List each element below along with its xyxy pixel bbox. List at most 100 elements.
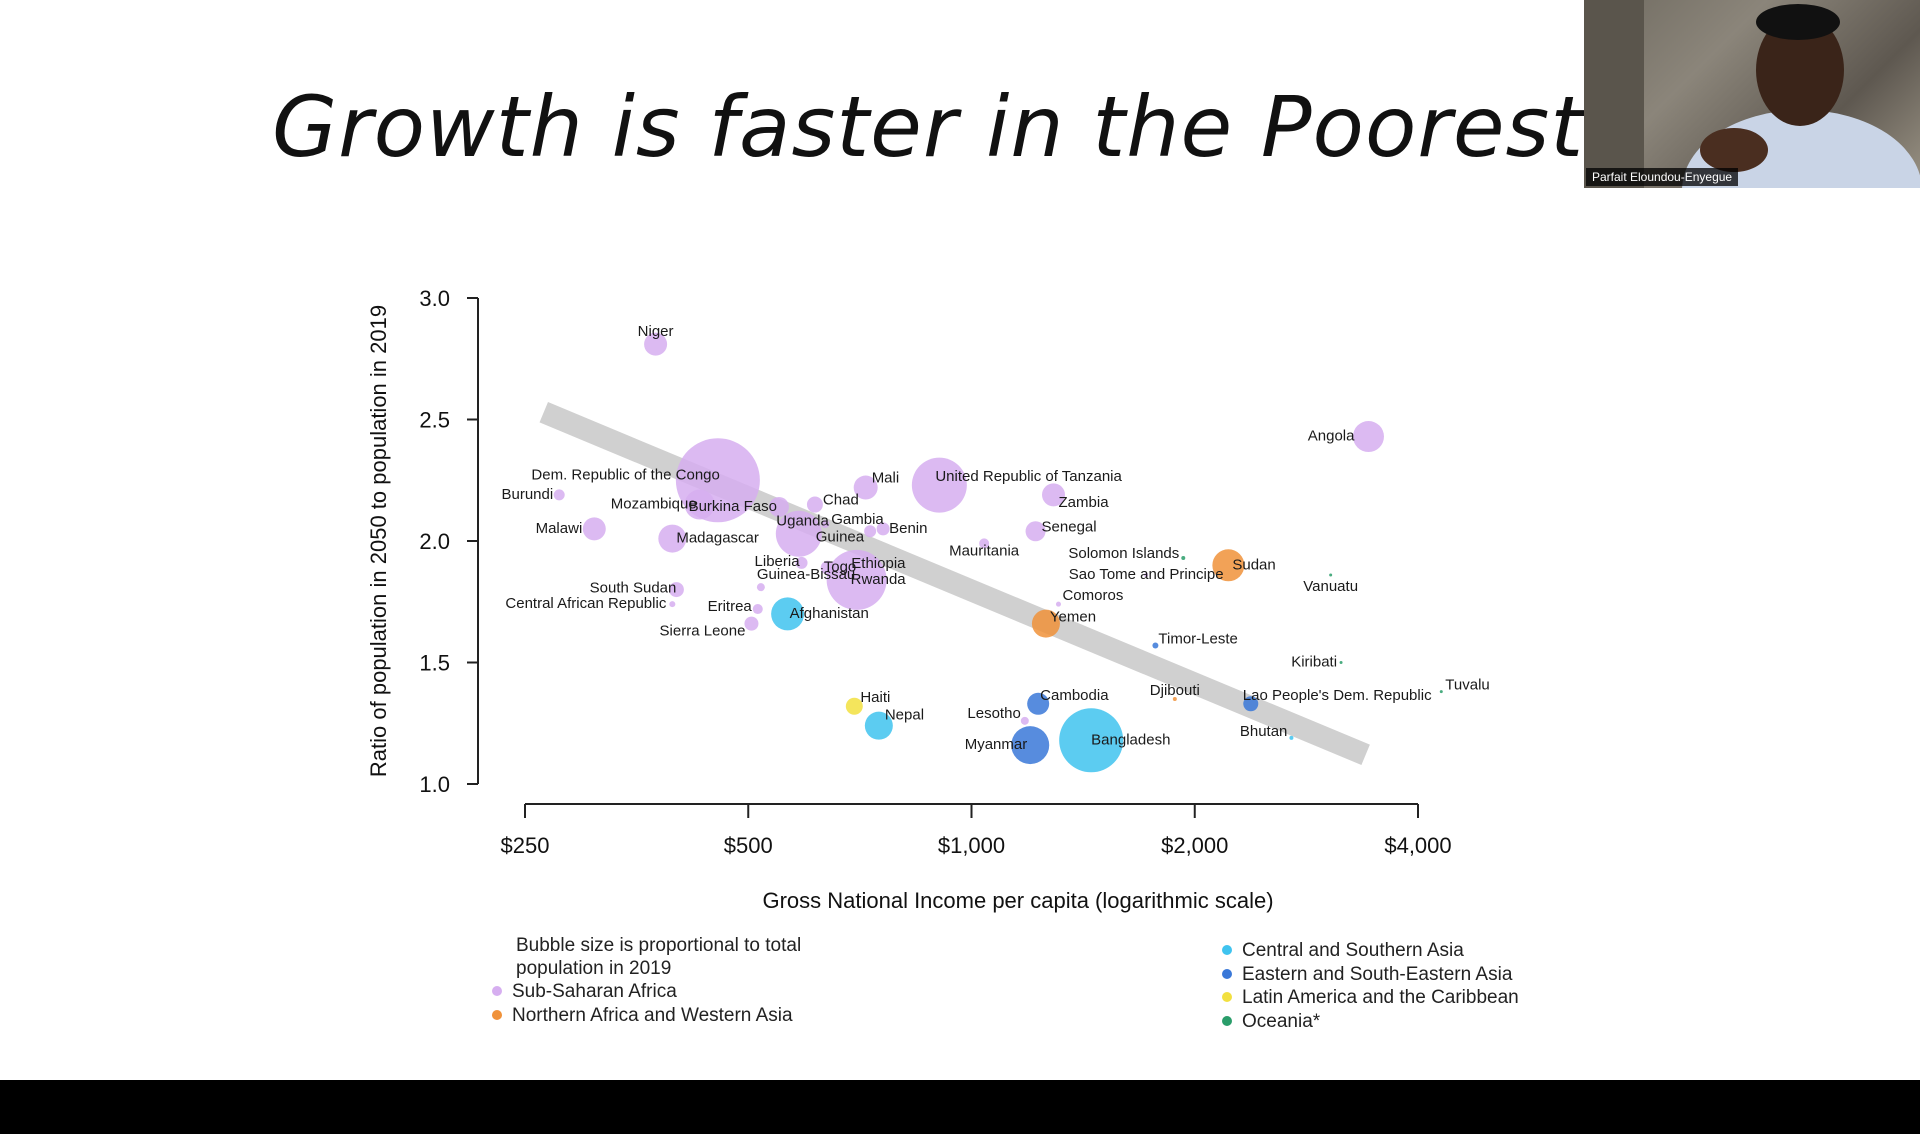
bubble <box>1212 549 1245 582</box>
presenter-video-tile[interactable]: Parfait Eloundou-Enyegue <box>1584 0 1920 188</box>
bubble <box>876 522 890 536</box>
point-label: Central African Republic <box>505 595 666 612</box>
point-label: Tuvalu <box>1445 677 1489 694</box>
point-label: Cambodia <box>1040 687 1109 704</box>
bubble <box>911 457 967 513</box>
point-label: Bangladesh <box>1091 731 1170 748</box>
point-label: Guinea-Bissau <box>757 566 855 583</box>
bubble <box>845 697 863 715</box>
point-label: Chad <box>823 492 859 509</box>
point-label: Timor-Leste <box>1158 630 1237 647</box>
point-label: Afghanistan <box>790 605 869 622</box>
x-tick-label: $4,000 <box>1384 833 1451 858</box>
point-label: Eritrea <box>708 598 753 615</box>
bubble <box>1339 661 1343 664</box>
presenter-video-image <box>1584 0 1920 188</box>
point-label: Burkina Faso <box>689 498 777 515</box>
bubble <box>768 496 789 517</box>
bubble <box>668 582 684 598</box>
point-label: Sierra Leone <box>660 623 746 640</box>
y-axis-label: Ratio of population in 2050 to populatio… <box>366 305 391 777</box>
point-label: Uganda <box>776 513 829 530</box>
y-tick-label: 3.0 <box>419 286 450 311</box>
bubble <box>1042 483 1066 507</box>
bubble <box>795 556 808 569</box>
bubble <box>1031 609 1060 638</box>
bubble <box>1027 692 1050 715</box>
point-label: Mauritania <box>949 542 1020 559</box>
bubble <box>1289 735 1294 740</box>
bubble <box>1172 696 1177 701</box>
point-label: Mali <box>872 470 900 487</box>
point-label: Myanmar <box>965 736 1028 753</box>
bubble <box>853 475 878 500</box>
presenter-face <box>1756 14 1844 126</box>
bubble <box>844 567 851 574</box>
x-tick-label: $250 <box>501 833 550 858</box>
bubble <box>771 597 805 631</box>
point-label: Bhutan <box>1240 723 1288 740</box>
point-label: Niger <box>638 323 674 340</box>
y-tick-label: 1.0 <box>419 772 450 797</box>
point-label: Senegal <box>1042 518 1097 535</box>
bubble <box>1011 726 1050 765</box>
bubble <box>1144 573 1149 578</box>
bubble <box>864 525 877 538</box>
bubble <box>582 517 606 541</box>
point-label: Benin <box>889 520 927 537</box>
point-label: Angola <box>1308 428 1355 445</box>
point-label: Dem. Republic of the Congo <box>531 466 719 483</box>
point-label: Malawi <box>536 520 583 537</box>
point-label: Yemen <box>1050 609 1096 626</box>
bubble <box>744 616 759 631</box>
scatter-chart: 1.0 1.5 2.0 2.5 3.0 $250 $500 $1,000 $2,000 $4,00… <box>366 286 1490 913</box>
x-axis-label: Gross National Income per capita (logari… <box>762 888 1273 913</box>
point-label: Liberia <box>755 553 801 570</box>
bubble <box>826 549 887 610</box>
point-label: Burundi <box>501 486 553 503</box>
x-tick-label: $2,000 <box>1161 833 1228 858</box>
bubble <box>864 711 893 740</box>
point-label: Nepal <box>885 707 924 724</box>
bubble <box>1055 601 1061 607</box>
point-label: Togo <box>824 559 857 576</box>
point-label: Zambia <box>1059 494 1110 511</box>
presenter-hair <box>1756 4 1840 40</box>
bubble <box>1025 521 1046 542</box>
point-label: Solomon Islands <box>1068 545 1179 562</box>
y-tick-label: 2.5 <box>419 408 450 433</box>
wall-shadow <box>1584 0 1644 188</box>
point-label: Ethiopia <box>851 555 906 572</box>
bubble <box>1352 421 1384 453</box>
point-label: Madagascar <box>676 530 759 547</box>
bubble <box>658 524 687 553</box>
bubble <box>644 332 668 356</box>
bubble <box>1439 690 1443 694</box>
bubble <box>775 510 822 557</box>
point-label: Mozambique <box>611 496 697 513</box>
point-label: South Sudan <box>590 580 677 597</box>
bubble <box>1059 708 1124 773</box>
bubble <box>979 538 990 549</box>
y-tick-label: 1.5 <box>419 651 450 676</box>
bubble <box>756 583 765 592</box>
point-label: Sudan <box>1232 556 1275 573</box>
bubble <box>684 489 715 520</box>
presenter-name-label: Parfait Eloundou-Enyegue <box>1586 168 1739 186</box>
bubble <box>1243 696 1259 712</box>
point-label: Guinea <box>816 528 865 545</box>
x-tick-label: $500 <box>724 833 773 858</box>
point-label: Lesotho <box>967 705 1020 722</box>
point-label: Lao People's Dem. Republic <box>1243 687 1432 704</box>
point-label: Comoros <box>1062 587 1123 604</box>
bubble <box>1329 573 1333 577</box>
point-label: Rwanda <box>851 571 907 588</box>
bubble <box>553 489 565 501</box>
bubble <box>752 604 763 615</box>
bubble <box>1181 556 1186 561</box>
point-label: Gambia <box>831 511 884 528</box>
slide: Growth is faster in the Poorest Nation 1… <box>272 0 1920 1032</box>
point-label: Vanuatu <box>1303 578 1358 595</box>
presenter-hand <box>1700 128 1768 172</box>
point-label: Kiribati <box>1291 654 1337 671</box>
